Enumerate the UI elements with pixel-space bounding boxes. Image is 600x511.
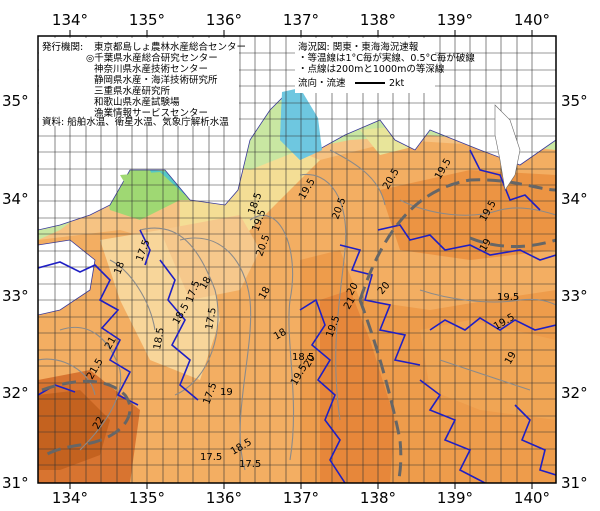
lon-tick-top: 137° — [283, 11, 319, 29]
sea-area-title: 海況図: 関東・東海海況速報 — [298, 41, 419, 53]
isotherm-label: 17.5 — [200, 452, 222, 463]
note-line: ・等温線は1°C毎が実線、0.5°C毎が破線 — [298, 52, 475, 64]
contour-7 — [419, 379, 486, 483]
map-frame — [37, 35, 557, 484]
isotherm-label: 19 — [220, 387, 233, 398]
isotherms — [38, 149, 556, 471]
data-source: 資料: 船舶水温、衛星水温、気象庁解析水温 — [42, 116, 229, 128]
lon-labels-top: 134° 135° 136° 137° 138° 139° 140° — [52, 11, 550, 29]
lat-tick-left: 31° — [2, 474, 29, 492]
kii-channel — [120, 172, 185, 205]
graticule — [38, 36, 556, 483]
issuer-line: 三重県水産研究所 — [94, 85, 171, 97]
isotherm-b — [179, 237, 252, 471]
lon-tick-top: 140° — [514, 11, 550, 29]
isotherm-label: 17.5 — [239, 459, 261, 470]
isotherm-i — [439, 359, 531, 391]
lon-tick-top: 138° — [360, 11, 396, 29]
isotherm-e — [59, 326, 122, 451]
lat-tick-left: 34° — [2, 190, 29, 208]
isotherm-k — [329, 149, 386, 206]
lon-labels-bottom: 134° 135° 136° 137° 138° 139° 140° — [52, 489, 550, 507]
warm-core-1 — [320, 290, 395, 483]
lon-tick-bottom: 138° — [360, 489, 396, 507]
map-area: 17.51818.517.518.519.520.51817.51819.520… — [38, 36, 556, 483]
isotherm-a — [139, 227, 219, 396]
current-axis-3 — [358, 299, 403, 483]
issuer-line: 東京都島しょ農林水産総合センター — [94, 41, 246, 53]
contour-1 — [38, 261, 139, 406]
lon-tick-bottom: 136° — [206, 489, 242, 507]
current-axis-2 — [358, 178, 556, 301]
contour-11 — [139, 229, 151, 266]
isotherm-j — [109, 259, 156, 331]
lat-tick-left: 35° — [2, 92, 29, 110]
lat-tick-right: 33° — [561, 287, 588, 305]
depth-contours — [38, 149, 556, 483]
lat-tick-left: 32° — [2, 384, 29, 402]
current-axis-4 — [469, 236, 556, 248]
contour-2 — [159, 259, 199, 401]
isotherm-label: 18 — [112, 260, 127, 276]
isotherm-c — [249, 214, 295, 461]
current-legend-label: 流向・流速 — [298, 77, 346, 89]
current-scale-label: 2kt — [389, 78, 405, 89]
contour-6 — [429, 317, 556, 331]
issuer-line: 神奈川県水産技術センター — [94, 63, 208, 75]
ticks — [69, 30, 533, 489]
lon-tick-bottom: 134° — [52, 489, 88, 507]
cool-tongue-3 — [160, 215, 260, 300]
isotherm-label: 17.5 — [204, 307, 219, 331]
lat-tick-right: 35° — [561, 92, 588, 110]
lat-tick-right: 34° — [561, 190, 588, 208]
lat-tick-right: 31° — [561, 474, 588, 492]
isotherm-label: 19.5 — [497, 292, 519, 303]
legend-panel: 海況図: 関東・東海海況速報 ・等温線は1°C毎が実線、0.5°C毎が破線 ・点… — [295, 38, 475, 93]
lon-tick-top: 136° — [206, 11, 242, 29]
izu-islands — [494, 104, 521, 191]
current-axis — [40, 178, 556, 483]
lon-tick-bottom: 137° — [283, 489, 319, 507]
lon-tick-top: 134° — [52, 11, 88, 29]
issuer-line: 和歌山県水産試験場 — [94, 96, 180, 108]
contour-8 — [514, 404, 556, 476]
contour-3 — [299, 298, 346, 483]
isotherm-label: 18.5 — [292, 352, 314, 363]
lat-labels-right: 35° 34° 33° 32° 31° — [561, 92, 588, 492]
isotherm-f — [38, 358, 96, 396]
isotherm-label: 18.5 — [152, 327, 167, 351]
lat-labels-left: 35° 34° 33° 32° 31° — [2, 92, 29, 492]
contour-5 — [377, 224, 556, 261]
current-axis-1 — [40, 379, 132, 460]
isotherm-h — [419, 289, 556, 306]
warm-field-3 — [420, 320, 556, 420]
note-line: ・点線は200mと1000mの等深線 — [298, 63, 445, 75]
lon-tick-bottom: 135° — [129, 489, 165, 507]
issuer-panel: 発行機関: 東京都島しょ農林水産総合センター ◎千葉県水産総合研究センター 神奈… — [39, 38, 246, 128]
isotherm-d — [299, 173, 347, 421]
lon-tick-top: 139° — [437, 11, 473, 29]
issuer-line: 漁業情報サービスセンター — [94, 107, 208, 119]
contour-4 — [339, 244, 421, 366]
lon-tick-bottom: 140° — [514, 489, 550, 507]
lon-tick-top: 135° — [129, 11, 165, 29]
lat-tick-left: 33° — [2, 287, 29, 305]
lon-tick-bottom: 139° — [437, 489, 473, 507]
issuer-label: 発行機関: — [42, 41, 83, 53]
issuer-panel-bg — [39, 38, 239, 126]
issuer-line: 静岡県水産・海洋技術研究所 — [94, 74, 218, 86]
lat-tick-right: 32° — [561, 384, 588, 402]
issuer-line: ◎千葉県水産総合研究センター — [86, 52, 218, 64]
isotherm-g — [399, 199, 556, 216]
